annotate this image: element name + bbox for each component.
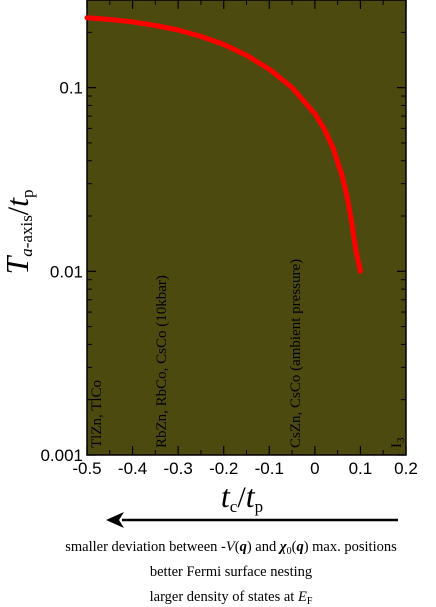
annotation-i3-sub: 3 (395, 437, 407, 443)
x-tick-label: 0.1 (349, 459, 373, 478)
annotation-i3-main: I (389, 443, 405, 448)
x-tick-label: -0.1 (255, 459, 284, 478)
y-tick-label: 0.1 (59, 79, 83, 98)
caption-line-2: better Fermi surface nesting (150, 564, 312, 580)
y-axis-title: Ta-axis/tp (0, 189, 37, 274)
direction-arrow (106, 512, 398, 528)
axis-ticks: -0.5 -0.4 -0.3 -0.2 -0.1 0 0.1 0.2 0.001 0.01 0.1 (40, 0, 418, 478)
x-tick-label: 0.2 (394, 459, 418, 478)
caption-line-3: larger density of states at EF (150, 589, 313, 607)
caption-line-1: smaller deviation between -V(q) and χ0(q… (65, 539, 397, 557)
series-line (84, 15, 363, 274)
x-tick-label: -0.5 (72, 459, 101, 478)
annotation-tlzn-tlco: TlZn, TlCo (89, 380, 105, 448)
x-tick-label: -0.2 (209, 459, 238, 478)
plot-area (86, 0, 407, 456)
y-tick-label: 0.001 (40, 446, 83, 465)
y-tick-label: 0.01 (50, 262, 83, 281)
annotation-i3: I3 (389, 437, 407, 448)
x-axis-title: tc/tp (221, 478, 263, 516)
x-tick-label: 0 (310, 459, 319, 478)
annotation-rbzn-rbco-csco: RbZn, RbCo, CsCo (10kbar) (154, 275, 170, 448)
x-tick-label: -0.4 (118, 459, 147, 478)
annotation-cszn-csco: CsZn, CsCo (ambient pressure) (288, 259, 304, 448)
x-tick-label: -0.3 (163, 459, 192, 478)
